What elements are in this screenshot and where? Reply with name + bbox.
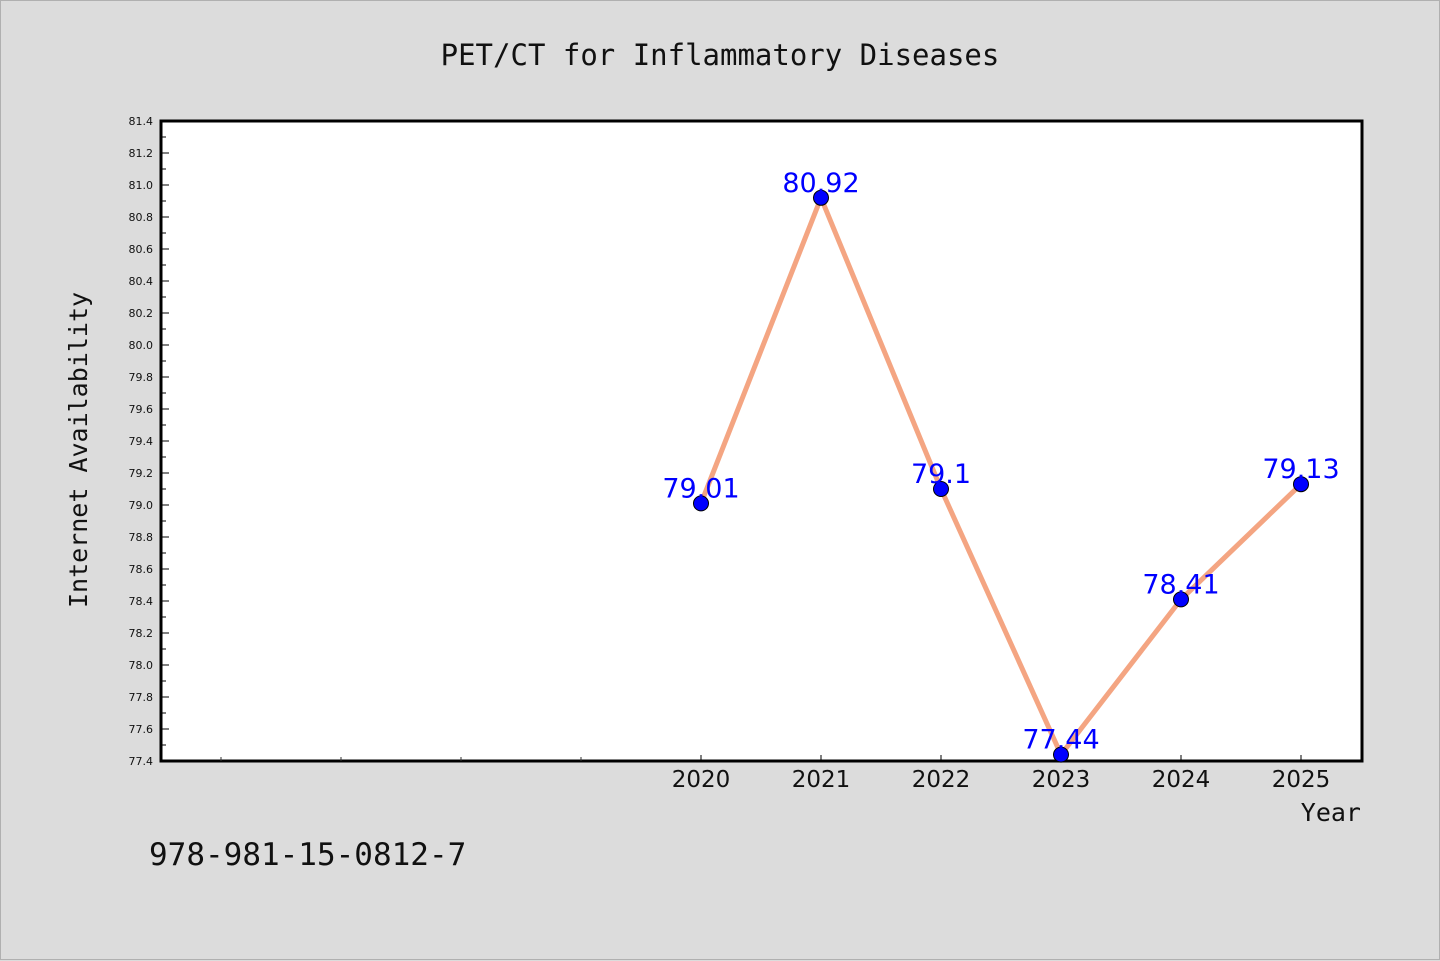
y-tick-label: 78.6 [129, 563, 154, 576]
x-tick-label: 2023 [1032, 767, 1091, 793]
y-tick-label: 81.2 [129, 147, 154, 160]
y-tick-label: 77.8 [129, 691, 154, 704]
plot-area [159, 119, 1364, 763]
series-line [698, 195, 1303, 758]
data-point [1173, 591, 1189, 608]
y-tick-label: 80.2 [129, 307, 154, 320]
y-tick-label: 78.4 [129, 595, 154, 608]
x-tick-label: 2021 [792, 767, 851, 793]
data-labels-group: 79.01 80.92 79.1 77.44 78.41 79.13 [662, 168, 1339, 756]
y-tick-label: 77.6 [129, 723, 154, 736]
y-tick-label: 79.6 [129, 403, 154, 416]
y-axis-ticks: 77.4 77.6 77.8 78.0 78.2 78.4 78.6 78.8 79.0 79.2… [129, 115, 169, 768]
y-tick-label: 79.0 [129, 499, 154, 512]
x-tick-label: 2022 [912, 767, 971, 793]
data-point [693, 495, 709, 512]
x-tick-label: 2024 [1152, 767, 1211, 793]
x-tick-label: 2025 [1272, 767, 1331, 793]
series-line-group [698, 195, 1303, 758]
footer-isbn: 978-981-15-0812-7 [149, 837, 466, 873]
y-tick-label: 81.4 [129, 115, 154, 128]
y-tick-label: 77.4 [129, 755, 154, 768]
y-tick-label: 79.8 [129, 371, 154, 384]
x-axis-ticks: 2020 2021 2022 2023 2024 2025 [220, 755, 1331, 793]
y-tick-label: 78.2 [129, 627, 154, 640]
data-label: 79.13 [1262, 454, 1339, 485]
y-tick-label: 80.6 [129, 243, 154, 256]
data-point [1053, 746, 1069, 763]
y-tick-label: 80.4 [129, 275, 154, 288]
data-point [933, 481, 949, 497]
data-point [813, 189, 829, 206]
x-axis-label: Year [1301, 798, 1361, 827]
y-tick-label: 78.8 [129, 531, 154, 544]
y-axis-label: Internet Availability [64, 292, 93, 608]
chart-title: PET/CT for Inflammatory Diseases [441, 38, 1000, 72]
markers-group [693, 189, 1309, 763]
data-label: 77.44 [1022, 725, 1099, 756]
data-label: 80.92 [782, 168, 859, 199]
y-tick-label: 79.4 [129, 435, 154, 448]
y-tick-label: 79.2 [129, 467, 154, 480]
data-label: 79.01 [662, 473, 739, 504]
y-tick-label: 80.8 [129, 211, 154, 224]
data-label: 78.41 [1142, 569, 1219, 600]
y-tick-label: 81.0 [129, 179, 154, 192]
x-tick-label: 2020 [672, 767, 731, 793]
y-tick-label: 80.0 [129, 339, 154, 352]
data-point [1293, 476, 1309, 493]
y-tick-label: 78.0 [129, 659, 154, 672]
data-label: 79.1 [911, 459, 971, 490]
